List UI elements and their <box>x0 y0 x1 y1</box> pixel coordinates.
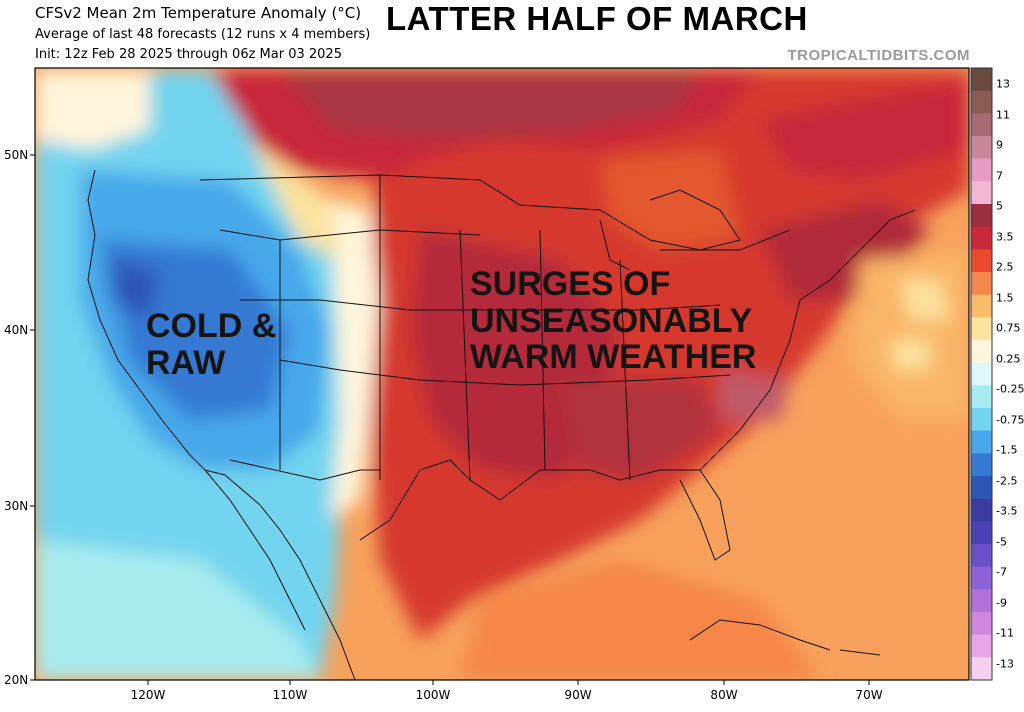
colorbar-label: 3.5 <box>996 230 1014 244</box>
colorbar-swatch <box>971 204 992 228</box>
lat-label: 20N <box>4 673 29 687</box>
lon-label: 120W <box>130 688 166 702</box>
colorbar-swatch <box>971 68 992 92</box>
colorbar-swatch <box>971 589 992 613</box>
colorbar-swatch <box>971 566 992 590</box>
colorbar-label: -0.75 <box>996 413 1024 427</box>
colorbar-swatch <box>971 476 992 500</box>
colorbar-label: -5 <box>996 535 1007 549</box>
colorbar-swatch <box>971 136 992 160</box>
lon-label: 70W <box>855 688 883 702</box>
colorbar-swatch <box>971 544 992 568</box>
colorbar-label: 7 <box>996 169 1003 183</box>
map-title: CFSv2 Mean 2m Temperature Anomaly (°C) <box>35 4 362 22</box>
colorbar-label: 11 <box>996 108 1010 122</box>
init-time: Init: 12z Feb 28 2025 through 06z Mar 03… <box>35 47 342 62</box>
colorbar-label: 13 <box>996 77 1010 91</box>
colorbar-label: -11 <box>996 626 1014 640</box>
colorbar-label: 2.5 <box>996 260 1014 274</box>
colorbar <box>970 67 993 681</box>
colorbar-label: 5 <box>996 199 1003 213</box>
colorbar-swatch <box>971 657 992 681</box>
annotation-cold: COLD & RAW <box>146 308 276 381</box>
colorbar-swatch <box>971 362 992 386</box>
colorbar-swatch <box>971 453 992 477</box>
colorbar-frame <box>970 67 993 681</box>
annotation-cold-line: COLD & <box>146 307 277 345</box>
colorbar-label: -2.5 <box>996 474 1018 488</box>
colorbar-label: 0.25 <box>996 352 1021 366</box>
colorbar-label: -0.25 <box>996 382 1024 396</box>
colorbar-label: -3.5 <box>996 504 1018 518</box>
annotation-warm-line: WARM WEATHER <box>470 338 757 377</box>
lat-label: 50N <box>4 148 29 162</box>
colorbar-swatch <box>971 90 992 114</box>
lon-label: 110W <box>272 688 308 702</box>
annotation-warm-line: SURGES OF <box>470 265 671 303</box>
annotation-warm-line: UNSEASONABLY <box>470 301 753 340</box>
colorbar-swatch <box>971 634 992 658</box>
map-subtitle: Average of last 48 forecasts (12 runs x … <box>35 27 371 42</box>
colorbar-label: -13 <box>996 657 1014 671</box>
lon-label: 90W <box>564 688 592 702</box>
colorbar-swatch <box>971 226 992 250</box>
annotation-cold-line: RAW <box>146 343 226 382</box>
colorbar-swatch <box>971 612 992 636</box>
colorbar-swatch <box>971 317 992 341</box>
colorbar-swatch <box>971 340 992 364</box>
colorbar-swatch <box>971 249 992 273</box>
colorbar-swatch <box>971 272 992 296</box>
colorbar-swatch <box>971 294 992 318</box>
colorbar-label: -9 <box>996 596 1007 610</box>
annotation-warm: SURGES OF UNSEASONABLY WARM WEATHER <box>470 266 756 376</box>
colorbar-swatch <box>971 113 992 137</box>
colorbar-swatch <box>971 158 992 182</box>
colorbar-swatch <box>971 408 992 432</box>
lat-label: 40N <box>4 323 29 337</box>
colorbar-swatch <box>971 181 992 205</box>
colorbar-label: 1.5 <box>996 291 1014 305</box>
headline: LATTER HALF OF MARCH <box>386 0 808 37</box>
colorbar-swatch <box>971 521 992 545</box>
lon-label: 80W <box>710 688 738 702</box>
credit-watermark: TROPICALTIDBITS.COM <box>787 47 970 64</box>
colorbar-swatch <box>971 385 992 409</box>
colorbar-label: 0.75 <box>996 321 1021 335</box>
colorbar-swatch <box>971 498 992 522</box>
colorbar-label: -1.5 <box>996 443 1018 457</box>
lat-label: 30N <box>4 499 29 513</box>
colorbar-label: 9 <box>996 138 1003 152</box>
colorbar-label: -7 <box>996 565 1007 579</box>
colorbar-swatch <box>971 430 992 454</box>
lon-label: 100W <box>415 688 451 702</box>
